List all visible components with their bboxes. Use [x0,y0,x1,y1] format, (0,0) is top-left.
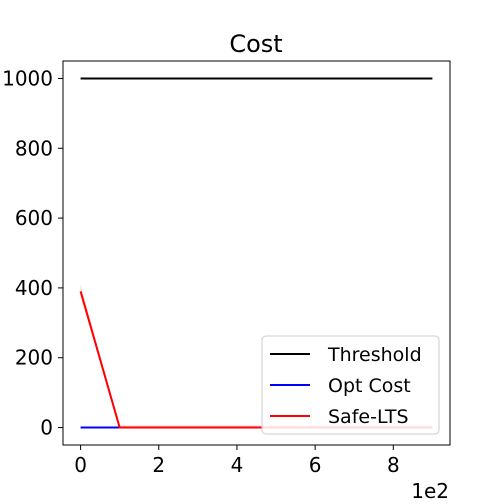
y-tick-label: 0 [40,416,53,440]
x-tick-label: 4 [231,453,244,477]
legend-label: Threshold [327,344,422,366]
y-tick-label: 400 [15,276,53,300]
legend-label: Opt Cost [328,375,411,397]
x-tick-label: 0 [74,453,87,477]
chart-title: Cost [229,30,282,58]
y-tick-label: 200 [15,346,53,370]
legend-layer: Threshold Opt Cost Safe-LTS [262,336,439,434]
x-tick-label: 2 [152,453,165,477]
y-tick-label: 800 [15,136,53,160]
y-tick-label: 600 [15,206,53,230]
x-axis-offset-text: 1e2 [411,479,449,500]
legend-label: Safe-LTS [328,406,409,428]
y-tick-label: 1000 [2,66,53,90]
x-tick-label: 6 [309,453,322,477]
x-tick-label: 8 [387,453,400,477]
